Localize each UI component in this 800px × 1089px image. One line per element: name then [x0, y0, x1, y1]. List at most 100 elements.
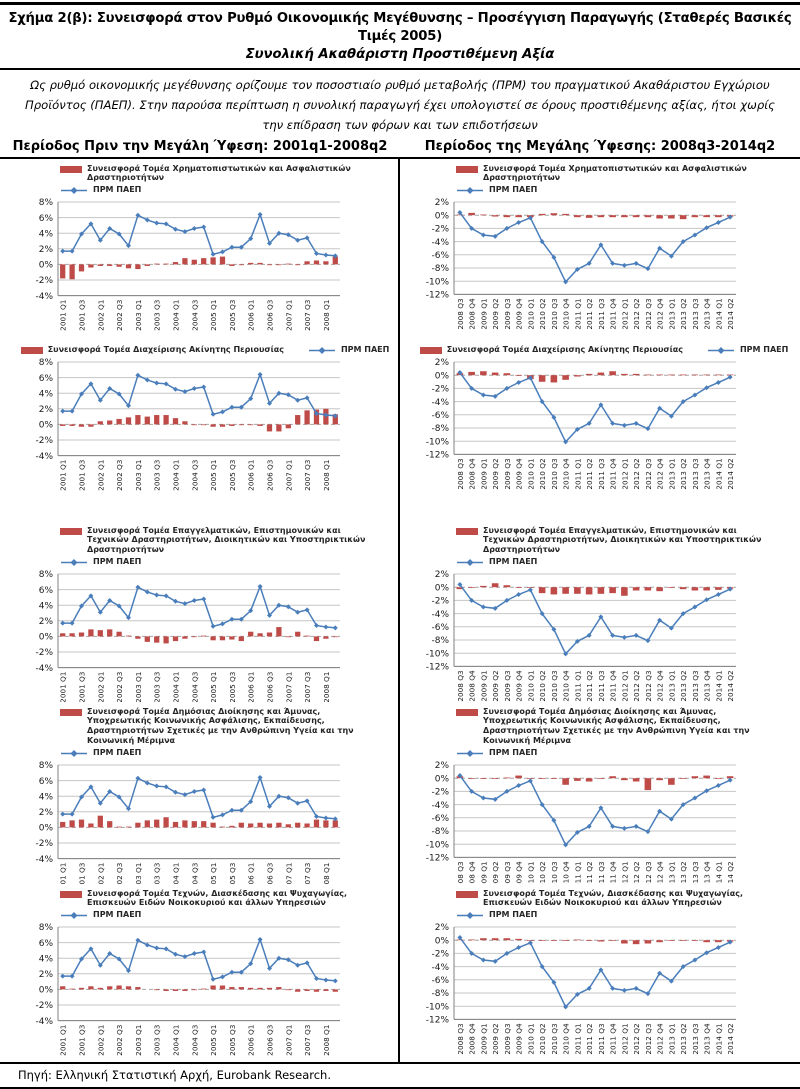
- chart-canvas-right-row2: 2%0%-2%-4%-6%-8%-10%-12%2008 Q3 2008 Q4 20…: [426, 358, 736, 489]
- figure-title: Σχήμα 2(β): Συνεισφορά στον Ρυθμό Οικονο…: [0, 5, 800, 66]
- y-tick-label: -2%: [432, 225, 450, 235]
- y-tick-label: -2%: [432, 950, 450, 960]
- growth-marker: [539, 801, 545, 807]
- contribution-bar: [691, 215, 699, 218]
- growth-marker: [88, 593, 94, 599]
- contribution-bar: [97, 987, 103, 990]
- contribution-bar: [78, 632, 85, 637]
- growth-marker: [144, 217, 150, 223]
- growth-marker: [191, 788, 197, 794]
- x-tick-label: 2002 Q3: [115, 671, 124, 702]
- contribution-bar: [691, 940, 699, 942]
- legend-line-label: ΠΡΜ ΠΑΕΠ: [340, 344, 390, 354]
- x-tick-label: 2014 Q2: [726, 861, 735, 884]
- growth-marker: [516, 220, 522, 226]
- contribution-bar: [621, 940, 628, 944]
- growth-line: [459, 212, 731, 284]
- right-column-header: Περίοδος της Μεγάλης Ύφεσης: 2008q3-2014…: [424, 138, 776, 154]
- x-tick-label: 2010 Q4: [562, 861, 571, 884]
- contribution-bar: [248, 987, 254, 990]
- chart-legend: Συνεισφορά Τομέα Χρηματοπιστωτικών και Α…: [456, 164, 796, 196]
- contribution-bar: [574, 215, 581, 218]
- contribution-bar: [257, 987, 263, 990]
- x-tick-label: 2004 Q3: [190, 862, 199, 884]
- y-tick-label: -4%: [36, 854, 54, 864]
- contribution-bar: [107, 264, 113, 267]
- bar-series-swatch-icon: [456, 165, 478, 173]
- growth-marker: [332, 253, 338, 259]
- growth-marker: [323, 412, 329, 418]
- x-tick-label: 2012 Q4: [656, 1023, 665, 1055]
- contribution-bar: [574, 587, 581, 594]
- contribution-bar: [295, 822, 301, 828]
- growth-marker: [633, 261, 639, 267]
- legend-line-label: ΠΡΜ ΠΑΕΠ: [489, 185, 538, 195]
- contribution-bar: [201, 988, 207, 990]
- growth-marker: [97, 800, 103, 806]
- growth-marker: [79, 603, 85, 609]
- contribution-bar: [468, 213, 475, 216]
- contribution-bar: [182, 820, 188, 828]
- contribution-bar: [125, 635, 132, 637]
- growth-marker: [210, 623, 216, 629]
- legend-line-label: ΠΡΜ ΠΑΕΠ: [489, 910, 538, 920]
- growth-marker: [692, 795, 698, 801]
- legend-bar-entry: Συνεισφορά Τομέα Δημόσιας Διοίκησης και …: [456, 707, 796, 746]
- legend-line-label: ΠΡΜ ΠΑΕΠ: [93, 556, 142, 566]
- y-tick-label: 0%: [435, 371, 450, 381]
- legend-bar-label: Συνεισφορά Τομέα Τεχνών, Διασκέδασης και…: [483, 888, 743, 908]
- contribution-bar: [163, 636, 169, 644]
- growth-marker: [527, 777, 533, 783]
- contribution-bar: [323, 989, 329, 992]
- growth-marker: [97, 609, 103, 615]
- y-tick-label: 8%: [39, 923, 54, 933]
- x-tick-label: 2012 Q2: [632, 670, 641, 701]
- y-tick-label: 4%: [39, 601, 54, 611]
- y-tick-label: 0%: [39, 261, 54, 271]
- x-tick-label: 2012 Q4: [656, 298, 665, 330]
- contribution-bar: [135, 822, 141, 828]
- contribution-bar: [60, 986, 66, 990]
- growth-marker: [182, 954, 188, 960]
- contribution-bar: [201, 820, 207, 828]
- contribution-bar: [276, 424, 282, 432]
- charts-grid: Συνεισφορά Τομέα Χρηματοπιστωτικών και Α…: [0, 156, 800, 1062]
- chart-panel-right-row5: Συνεισφορά Τομέα Τεχνών, Διασκέδασης και…: [400, 884, 800, 1062]
- chart-panel-right-row3: Συνεισφορά Τομέα Επαγγελματικών, Επιστημ…: [400, 521, 800, 702]
- x-tick-label: 2004 Q3: [190, 1024, 199, 1056]
- x-tick-label: 2009 Q4: [515, 1023, 524, 1055]
- chart-canvas-right-row1: 2%0%-2%-4%-6%-8%-10%-12%2008 Q3 2008 Q4 20…: [426, 198, 736, 330]
- x-tick-label: 2011 Q1: [573, 670, 582, 701]
- chart-panel-left-row4: Συνεισφορά Τομέα Δημόσιας Διοίκησης και …: [0, 701, 400, 884]
- contribution-bar: [562, 940, 569, 942]
- growth-marker: [88, 783, 94, 789]
- x-tick-label: 2010 Q1: [526, 861, 535, 884]
- contribution-bar: [172, 636, 179, 641]
- contribution-bar: [304, 409, 310, 425]
- growth-marker: [210, 251, 216, 257]
- contribution-bar: [585, 373, 593, 375]
- contribution-bar: [562, 214, 569, 216]
- x-tick-label: 2009 Q1: [479, 458, 488, 489]
- growth-marker: [257, 583, 263, 589]
- contribution-bar: [656, 215, 663, 219]
- growth-marker: [598, 805, 604, 811]
- growth-marker: [126, 402, 132, 408]
- legend-bar-label: Συνεισφορά Τομέα Χρηματοπιστωτικών και Α…: [483, 163, 747, 183]
- x-tick-label: 2004 Q3: [190, 299, 199, 331]
- y-tick-label: 8%: [39, 570, 54, 580]
- x-tick-label: 2010 Q2: [538, 1024, 547, 1055]
- x-tick-label: 2007 Q3: [303, 671, 312, 702]
- contribution-bar: [313, 989, 320, 992]
- contribution-bar: [285, 636, 291, 638]
- growth-marker: [323, 815, 329, 821]
- chart-legend: Συνεισφορά Τομέα Διαχείρισης Ακίνητης Πε…: [412, 345, 796, 355]
- contribution-bar: [480, 777, 487, 779]
- x-tick-label: 2012 Q3: [644, 861, 653, 884]
- legend-line-entry: ΠΡΜ ΠΑΕΠ: [60, 557, 394, 567]
- growth-marker: [266, 965, 272, 971]
- contribution-bar: [125, 417, 132, 425]
- growth-marker: [201, 596, 207, 602]
- growth-marker: [313, 622, 319, 628]
- contribution-bar: [144, 820, 150, 828]
